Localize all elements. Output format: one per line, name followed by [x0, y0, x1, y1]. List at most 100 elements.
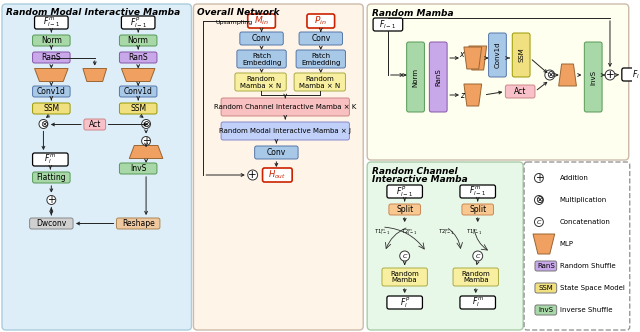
Text: $T2_{l-1}^m$: $T2_{l-1}^m$	[438, 227, 454, 237]
Text: $T1_{l-1}^m$: $T1_{l-1}^m$	[466, 227, 482, 237]
Text: +: +	[605, 70, 614, 80]
Text: $H_{out}$: $H_{out}$	[268, 169, 286, 181]
FancyBboxPatch shape	[462, 204, 493, 215]
FancyBboxPatch shape	[33, 103, 70, 114]
Polygon shape	[35, 68, 68, 81]
FancyBboxPatch shape	[120, 52, 157, 63]
Polygon shape	[469, 46, 486, 70]
Text: Random
Mamba: Random Mamba	[390, 271, 419, 284]
FancyBboxPatch shape	[460, 296, 495, 309]
Circle shape	[47, 196, 56, 205]
Circle shape	[141, 120, 150, 128]
Text: $F_{l-1}$: $F_{l-1}$	[380, 18, 397, 31]
Text: Random Channel: Random Channel	[372, 167, 458, 176]
Circle shape	[545, 70, 555, 80]
Text: Conv: Conv	[267, 148, 286, 157]
FancyBboxPatch shape	[406, 42, 424, 112]
FancyBboxPatch shape	[33, 153, 68, 166]
Text: Random
Mamba: Random Mamba	[461, 271, 490, 284]
FancyBboxPatch shape	[387, 185, 422, 198]
Text: Inverse Shuffle: Inverse Shuffle	[559, 307, 612, 313]
Text: +: +	[142, 136, 150, 146]
Text: $F_l$: $F_l$	[632, 68, 639, 81]
FancyBboxPatch shape	[460, 185, 495, 198]
Circle shape	[141, 136, 150, 145]
Text: Norm: Norm	[41, 36, 62, 45]
Text: SSM: SSM	[538, 285, 553, 291]
FancyBboxPatch shape	[535, 261, 557, 271]
Text: C: C	[537, 219, 541, 224]
Polygon shape	[129, 145, 163, 158]
Text: Conv1d: Conv1d	[124, 87, 152, 96]
FancyBboxPatch shape	[240, 32, 284, 45]
FancyBboxPatch shape	[453, 268, 499, 286]
Circle shape	[605, 70, 615, 80]
Text: Dwconv: Dwconv	[36, 219, 67, 228]
FancyBboxPatch shape	[488, 33, 506, 77]
FancyBboxPatch shape	[382, 268, 428, 286]
Text: Norm: Norm	[413, 67, 419, 87]
Text: Conv: Conv	[252, 34, 271, 43]
Text: RanS: RanS	[537, 263, 555, 269]
Text: SSM: SSM	[130, 104, 147, 113]
FancyBboxPatch shape	[506, 85, 535, 98]
Text: Act: Act	[88, 120, 101, 129]
FancyBboxPatch shape	[221, 98, 349, 116]
Circle shape	[39, 120, 48, 128]
FancyBboxPatch shape	[35, 16, 68, 29]
FancyBboxPatch shape	[221, 122, 349, 140]
FancyBboxPatch shape	[622, 68, 640, 81]
Text: Conv: Conv	[311, 34, 330, 43]
Circle shape	[248, 170, 258, 180]
FancyBboxPatch shape	[120, 103, 157, 114]
FancyBboxPatch shape	[512, 33, 530, 77]
FancyBboxPatch shape	[33, 86, 70, 97]
FancyBboxPatch shape	[262, 168, 292, 182]
Text: Patch
Embedding: Patch Embedding	[301, 52, 340, 65]
Text: +: +	[535, 173, 543, 183]
Polygon shape	[559, 64, 577, 86]
Text: $F_{l-1}^m$: $F_{l-1}^m$	[43, 16, 60, 29]
FancyBboxPatch shape	[84, 119, 106, 130]
Text: Random
Mamba × N: Random Mamba × N	[299, 75, 340, 89]
Text: Interactive Mamba: Interactive Mamba	[372, 175, 468, 184]
Text: Upsampling: Upsampling	[215, 20, 252, 25]
Text: +: +	[47, 195, 55, 205]
Text: +: +	[248, 170, 257, 180]
Text: Random
Mamba × N: Random Mamba × N	[240, 75, 281, 89]
FancyBboxPatch shape	[120, 86, 157, 97]
Text: $F_l^p$: $F_l^p$	[399, 295, 410, 310]
Circle shape	[534, 174, 543, 183]
FancyBboxPatch shape	[120, 163, 157, 174]
Text: Reshape: Reshape	[122, 219, 154, 228]
Circle shape	[534, 217, 543, 226]
Text: Multiplication: Multiplication	[559, 197, 607, 203]
FancyBboxPatch shape	[235, 73, 286, 91]
FancyBboxPatch shape	[299, 32, 342, 45]
Text: Patch
Embedding: Patch Embedding	[242, 52, 281, 65]
Circle shape	[400, 251, 410, 261]
Text: ⊗: ⊗	[546, 70, 554, 80]
FancyBboxPatch shape	[294, 73, 346, 91]
Text: InvS: InvS	[590, 69, 596, 85]
Text: Conv1d: Conv1d	[37, 87, 66, 96]
Text: SSM: SSM	[518, 47, 524, 62]
Text: Flatting: Flatting	[36, 173, 66, 182]
FancyBboxPatch shape	[193, 4, 364, 330]
FancyBboxPatch shape	[2, 4, 191, 330]
Text: $F_{l-1}^m$: $F_{l-1}^m$	[469, 185, 486, 198]
Polygon shape	[83, 68, 107, 81]
FancyBboxPatch shape	[389, 204, 420, 215]
Text: ⊗: ⊗	[535, 195, 543, 205]
Text: C: C	[476, 254, 480, 259]
FancyBboxPatch shape	[373, 18, 403, 31]
Text: RanS: RanS	[435, 68, 441, 86]
FancyBboxPatch shape	[524, 162, 630, 330]
Text: ⊗: ⊗	[142, 120, 150, 128]
Text: Random Mamba: Random Mamba	[372, 9, 454, 18]
Text: Norm: Norm	[128, 36, 148, 45]
Text: InvS: InvS	[538, 307, 554, 313]
Polygon shape	[464, 84, 482, 106]
Text: MLP: MLP	[559, 241, 573, 247]
Text: z: z	[460, 91, 464, 100]
